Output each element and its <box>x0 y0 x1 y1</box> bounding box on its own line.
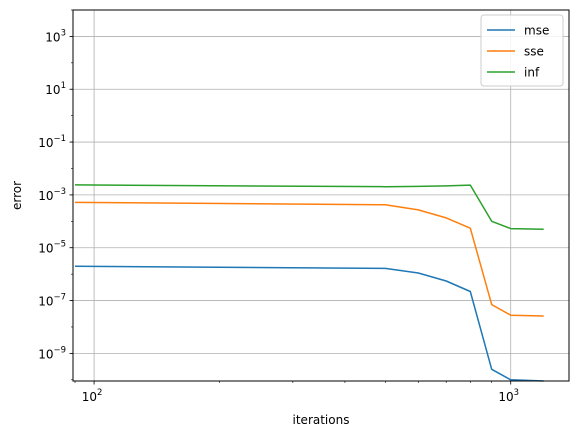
series-line-mse <box>74 265 544 382</box>
legend-label-sse: sse <box>524 45 544 59</box>
y-tick-label: 10−7 <box>38 293 66 309</box>
tick-layer: 102 103 103 101 10−1 10−3 10−5 10−7 10−9 <box>38 9 519 404</box>
y-tick-label: 101 <box>45 81 66 97</box>
y-axis-label: error <box>10 181 24 210</box>
legend-label-inf: inf <box>524 66 540 80</box>
series-line-inf <box>74 184 544 231</box>
series-layer <box>74 184 544 382</box>
y-tick-label: 10−3 <box>38 187 66 203</box>
y-tick-label: 10−1 <box>38 134 66 150</box>
series-line-sse <box>74 201 544 317</box>
plot-frame <box>72 9 570 382</box>
x-tick-label: 103 <box>498 388 519 404</box>
legend-label-mse: mse <box>524 24 549 38</box>
y-tick-label: 10−9 <box>38 345 66 361</box>
y-tick-label: 103 <box>45 28 66 44</box>
y-tick-label: 10−5 <box>38 240 66 256</box>
legend: mse sse inf <box>480 14 564 87</box>
x-tick-label: 102 <box>82 388 103 404</box>
legend-box <box>480 14 564 87</box>
x-axis-label: iterations <box>293 413 350 427</box>
